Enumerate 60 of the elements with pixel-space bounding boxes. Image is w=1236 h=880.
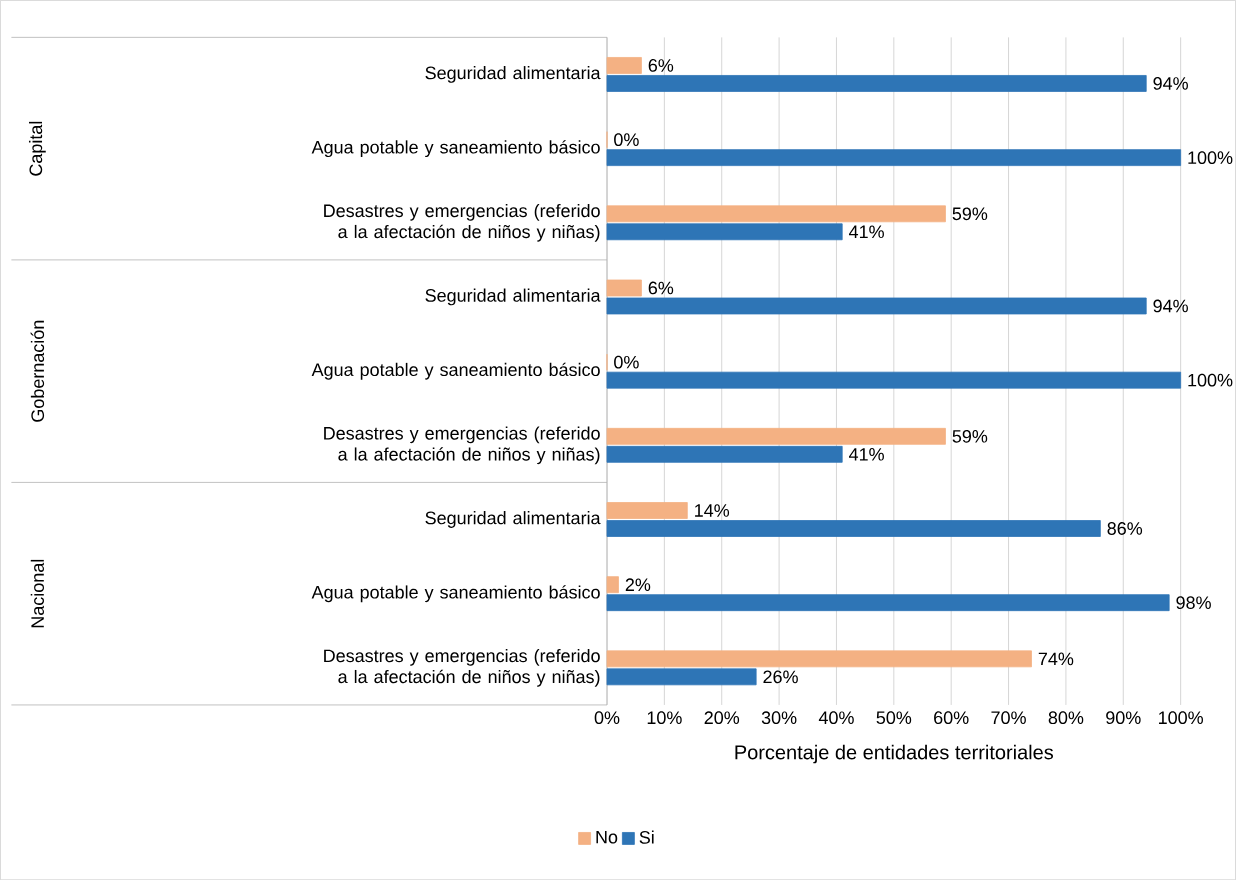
bar bbox=[606, 371, 1182, 389]
x-tick-label: 0% bbox=[594, 711, 620, 724]
bar bbox=[606, 427, 946, 445]
legend-label: No bbox=[596, 830, 618, 844]
bar bbox=[606, 445, 843, 463]
y-tick-label: Agua potable y saneamiento básico bbox=[311, 140, 600, 158]
data-label: 26% bbox=[763, 670, 798, 684]
x-tick-label: 100% bbox=[1159, 711, 1203, 724]
data-label: 0% bbox=[614, 355, 639, 369]
x-tick-label: 30% bbox=[761, 711, 797, 724]
y-tick-label: Seguridad alimentaria bbox=[425, 511, 601, 528]
data-label: 6% bbox=[648, 281, 674, 295]
x-tick-label: 50% bbox=[876, 711, 912, 724]
x-tick-label: 20% bbox=[704, 711, 740, 724]
text: Gobernación bbox=[30, 320, 45, 422]
bar bbox=[606, 520, 1101, 537]
data-label: 100% bbox=[1188, 373, 1233, 387]
legend-label: Si bbox=[639, 830, 654, 844]
x-tick-label: 70% bbox=[991, 711, 1026, 724]
bar bbox=[606, 502, 688, 519]
bar bbox=[606, 594, 1170, 611]
data-label: 6% bbox=[648, 58, 674, 72]
y-tick-label: Seguridad alimentaria bbox=[425, 288, 601, 306]
data-label: 0% bbox=[614, 133, 639, 146]
data-label: 59% bbox=[952, 429, 988, 443]
data-label: 94% bbox=[1153, 299, 1188, 313]
y-tick-label: Desastres y emergencias (referido a la afectación de niños y niñas) bbox=[324, 648, 600, 687]
bar bbox=[606, 205, 946, 223]
bar bbox=[606, 576, 619, 593]
data-label: 59% bbox=[952, 207, 988, 221]
x-tick-label: 80% bbox=[1048, 711, 1084, 724]
y-tick-label: Agua potable y saneamiento básico bbox=[311, 362, 600, 380]
bar bbox=[606, 279, 642, 297]
text: Capital bbox=[28, 121, 46, 176]
bar bbox=[606, 223, 843, 241]
data-label: 100% bbox=[1188, 151, 1233, 164]
x-tick-label: 90% bbox=[1106, 711, 1141, 724]
data-label: 98% bbox=[1176, 596, 1211, 609]
data-label: 74% bbox=[1038, 652, 1074, 666]
x-tick-label: 40% bbox=[818, 711, 854, 724]
text: Nacional bbox=[30, 559, 44, 628]
data-label: 41% bbox=[849, 447, 884, 461]
bar bbox=[606, 297, 1147, 315]
bar bbox=[606, 149, 1182, 166]
x-tick-label: 60% bbox=[934, 711, 969, 724]
data-label: 2% bbox=[625, 578, 651, 591]
data-label: 94% bbox=[1153, 76, 1188, 90]
bar bbox=[606, 668, 757, 686]
x-axis-title: Porcentaje de entidades territoriales bbox=[735, 744, 1054, 764]
bar bbox=[606, 650, 1032, 668]
y-tick-label: Desastres y emergencias (referido a la afectación de niños y niñas) bbox=[324, 426, 600, 465]
data-label: 86% bbox=[1107, 522, 1143, 535]
y-tick-label: Seguridad alimentaria bbox=[425, 65, 601, 83]
data-label: 14% bbox=[695, 504, 730, 517]
y-tick-label: Agua potable y saneamiento básico bbox=[311, 585, 600, 603]
y-tick-label: Desastres y emergencias (referido a la afectación de niños y niñas) bbox=[324, 203, 600, 242]
data-label: 41% bbox=[849, 225, 884, 238]
bar bbox=[606, 56, 642, 74]
x-tick-label: 10% bbox=[647, 711, 682, 724]
bar bbox=[606, 74, 1147, 92]
